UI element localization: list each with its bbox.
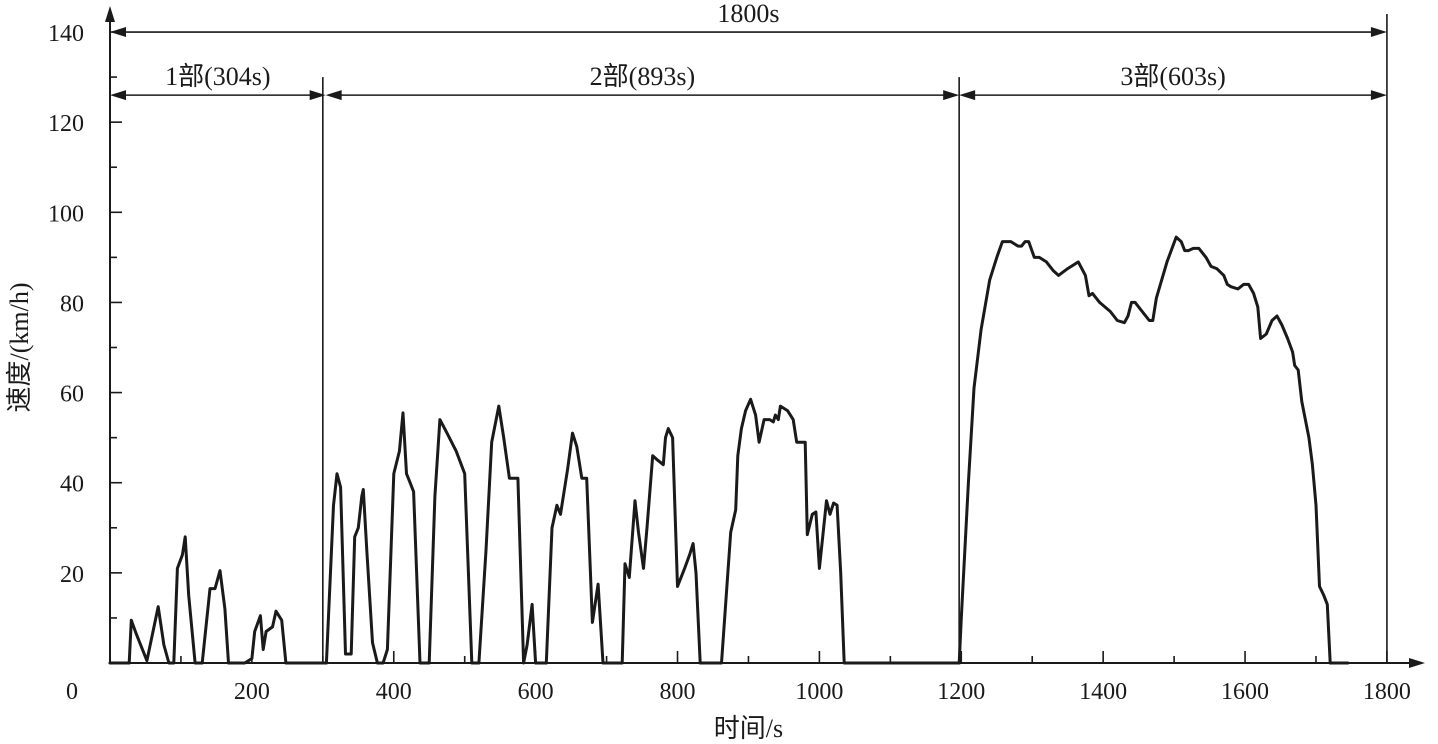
segment-label: 2部(893s) [590,62,695,91]
y-tick-label: 20 [60,562,84,588]
y-axis-arrow [105,6,115,22]
x-tick-label: 200 [234,679,270,705]
segment-annotation: 2部(893s) [325,62,960,101]
segment-arrow-right [1370,90,1387,101]
y-tick-label: 80 [60,291,84,317]
speed-series [108,235,1350,665]
segment-arrow-left [325,90,342,101]
y-axis-label: 速度/(km/h) [5,283,34,413]
x-ticks: 200 400 600 800 1000 1200 1400 1600 1800 [180,651,1411,705]
origin-label: 0 [66,679,78,705]
x-tick-label: 1200 [937,679,985,705]
x-tick-label: 1400 [1079,679,1127,705]
segment-label: 3部(603s) [1120,62,1225,91]
segment-annotation: 1部(304s) [110,62,326,101]
segment-label: 1部(304s) [165,62,270,91]
x-tick-label: 1600 [1221,679,1269,705]
y-tick-label: 100 [48,201,84,227]
axes [105,6,1425,668]
segment-arrow-right [1370,27,1387,38]
segment-arrow-left [959,90,976,101]
y-tick-label: 40 [60,472,84,498]
y-tick-label: 60 [60,382,84,408]
x-tick-label: 1000 [795,679,843,705]
segment-arrow-right [943,90,960,101]
segment-annotation: 3部(603s) [959,62,1387,101]
x-axis-label: 时间/s [714,714,783,743]
series-line [957,235,1350,665]
x-tick-label: 1800 [1363,679,1411,705]
segment-arrow-right [309,90,326,101]
y-ticks: 20 40 60 80 100 120 140 [48,21,122,619]
x-tick-label: 800 [660,679,696,705]
x-tick-label: 600 [518,679,554,705]
segment-dividers [322,13,1388,663]
segment-arrow-left [110,90,126,101]
segment-arrow-left [110,27,126,38]
x-axis-arrow [1409,658,1425,668]
series-line [108,397,961,665]
y-tick-label: 140 [48,21,84,47]
segment-annotation: 1800s [110,0,1387,38]
segment-annotations: 1800s 1部(304s) 2部(893s) 3部(603s) [110,0,1387,101]
segment-label: 1800s [717,0,779,28]
x-tick-label: 400 [376,679,412,705]
y-tick-label: 120 [48,111,84,137]
